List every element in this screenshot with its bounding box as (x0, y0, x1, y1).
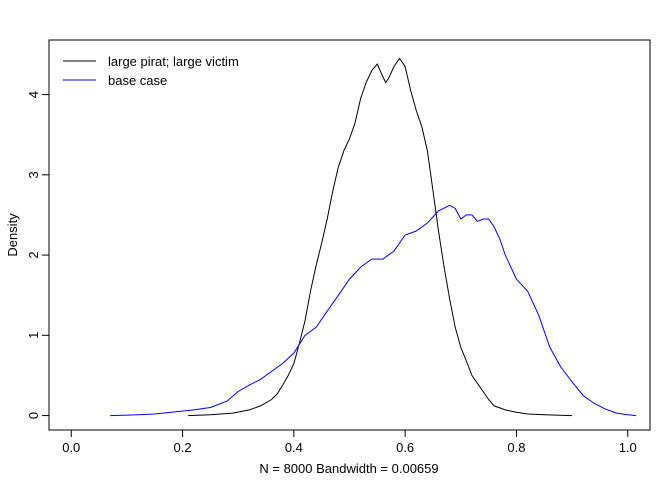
series-lines (110, 57, 637, 417)
x-tick-label: 0.8 (507, 440, 525, 455)
x-tick-label: 0.0 (62, 440, 80, 455)
series-line-0 (188, 57, 573, 417)
legend-label-0: large pirat; large victim (108, 54, 239, 69)
x-axis-title: N = 8000 Bandwidth = 0.00659 (259, 461, 438, 476)
y-axis-title: Density (5, 213, 20, 257)
x-tick-label: 0.4 (285, 440, 303, 455)
y-axis: 0 1 2 3 4 (26, 91, 50, 419)
y-tick-label: 4 (26, 91, 41, 98)
series-line-1 (110, 204, 637, 417)
y-tick-label: 3 (26, 171, 41, 178)
y-tick-label: 1 (26, 332, 41, 339)
plot-box (48, 39, 651, 431)
y-tick-label: 2 (26, 251, 41, 258)
x-axis: 0.0 0.2 0.4 0.6 0.8 1.0 (62, 429, 637, 455)
x-tick-label: 0.6 (396, 440, 414, 455)
y-tick-label: 0 (26, 412, 41, 419)
x-tick-label: 1.0 (619, 440, 637, 455)
legend: large pirat; large victim base case (63, 54, 239, 88)
legend-label-1: base case (108, 73, 167, 88)
x-tick-label: 0.2 (174, 440, 192, 455)
